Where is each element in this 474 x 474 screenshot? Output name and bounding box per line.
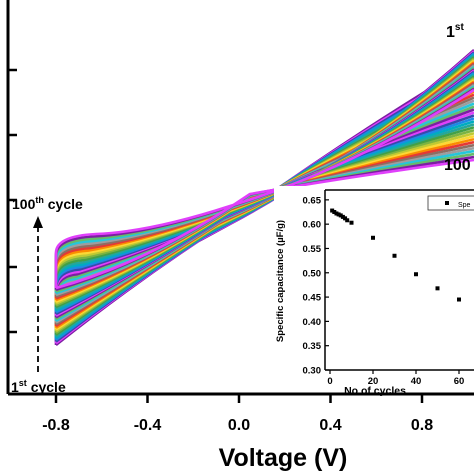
inset-y-tick-label: 0.35 [303,341,322,352]
inset-y-tick-label: 0.50 [303,268,322,279]
cycle-100-number: 100 [12,196,36,212]
cycle-1-right-sup: st [455,22,465,33]
inset-data-point [338,213,343,218]
inset-x-ticks: 0 20 40 60 [327,370,464,387]
inset-y-tick-label: 0.55 [303,244,322,255]
inset-data-point [414,272,418,277]
cycle-100-annotation-left: 100th cycle [12,195,83,212]
inset-chart: 0.30 0.35 0.40 0.45 0.50 0.55 0.60 0.65 0 20 40 60… [274,186,474,397]
inset-data-point [435,286,440,291]
main-plot-frame [6,0,474,396]
inset-data-point [392,253,397,258]
inset-data-point [349,220,354,225]
inset-y-tick-label: 0.65 [303,195,322,206]
x-tick-label: -0.4 [134,417,162,434]
inset-x-tick-label: 0 [327,376,332,387]
cycle-1-rest: cycle [27,379,66,395]
inset-y-tick-label: 0.40 [303,317,322,328]
inset-data-point [343,216,348,221]
svg-text:1st cycle: 1st cycle [11,378,66,395]
cv-curves [54,49,474,347]
cycle-100-rest: cycle [44,196,83,212]
cycle-1-number: 1 [11,379,19,395]
inset-y-tick-label: 0.60 [303,220,322,231]
inset-data-point [330,208,335,213]
inset-x-tick-label: 40 [411,376,422,387]
inset-data-point [332,210,337,215]
cycle-1-right-number: 1 [446,24,455,41]
cycle-100-annotation-right: 100 [444,157,471,174]
x-tick-label: -0.8 [42,417,70,434]
svg-text:100th cycle: 100th cycle [12,195,83,212]
x-tick-label: 0.4 [319,417,341,434]
inset-x-tick-label: 60 [454,376,465,387]
inset-y-tick-label: 0.45 [303,293,322,304]
cycle-1-annotation-right: 1st [446,22,464,41]
x-tick-label: 0.8 [411,417,433,434]
cycle-1-annotation-left: 1st cycle [11,378,66,395]
legend-label: Spe [458,202,471,209]
cycle-1-sup: st [19,378,27,388]
inset-y-axis-label: Specific capacitance (µF/g) [275,220,286,342]
inset-data-point [371,235,375,240]
cycle-100-sup: th [35,195,44,205]
inset-legend: Spe [427,195,474,211]
cv-cycle-curve [54,88,474,290]
inset-y-tick-label: 0.30 [303,366,322,377]
inset-data-point [345,218,350,223]
inset-data-point [336,212,341,217]
x-tick-label: 0.0 [228,417,250,434]
x-axis-ticks: -0.8 -0.4 0.0 0.4 0.8 [42,394,433,434]
svg-text:1st: 1st [446,22,464,41]
x-axis-label: Voltage (V) [219,444,348,472]
legend-marker [445,201,449,205]
inset-points [330,208,461,302]
inset-x-axis-label: No of cycles [344,385,406,397]
inset-data-point [334,211,339,216]
inset-data-point [457,297,461,302]
inset-y-ticks: 0.30 0.35 0.40 0.45 0.50 0.55 0.60 0.65 [303,195,329,377]
inset-background [274,186,474,390]
y-axis-ticks [8,68,17,334]
inset-x-tick-label: 20 [368,376,379,387]
arrow-up-icon [33,216,43,372]
inset-data-point [340,214,345,219]
